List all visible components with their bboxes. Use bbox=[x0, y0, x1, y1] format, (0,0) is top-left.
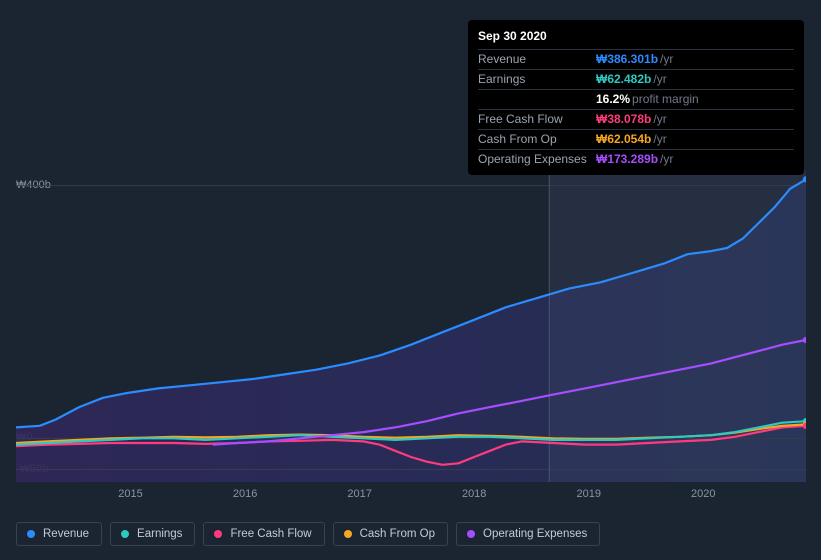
tooltip-row-label: Operating Expenses bbox=[478, 151, 596, 168]
tooltip-row-label: Earnings bbox=[478, 71, 596, 88]
legend-item-cash-from-op[interactable]: Cash From Op bbox=[333, 522, 448, 546]
tooltip-row-suffix: /yr bbox=[660, 151, 673, 168]
tooltip-row: Earnings₩62.482b /yr bbox=[478, 69, 794, 89]
x-axis-label: 2018 bbox=[462, 488, 486, 500]
tooltip-row-suffix: /yr bbox=[653, 71, 666, 88]
tooltip-row-label: Revenue bbox=[478, 51, 596, 68]
legend-item-operating-expenses[interactable]: Operating Expenses bbox=[456, 522, 600, 546]
legend-swatch bbox=[344, 530, 352, 538]
legend-item-free-cash-flow[interactable]: Free Cash Flow bbox=[203, 522, 324, 546]
legend-swatch bbox=[214, 530, 222, 538]
tooltip-row-suffix: profit margin bbox=[632, 91, 699, 108]
financial-chart[interactable]: ₩400b₩0-₩50b 201520162017201820192020 bbox=[16, 152, 806, 482]
legend-swatch bbox=[121, 530, 129, 538]
legend-label: Free Cash Flow bbox=[230, 528, 311, 540]
tooltip-row: Operating Expenses₩173.289b /yr bbox=[478, 149, 794, 169]
legend-label: Cash From Op bbox=[360, 528, 435, 540]
tooltip-row-value: ₩62.482b bbox=[596, 71, 651, 88]
data-tooltip: Sep 30 2020 Revenue₩386.301b /yrEarnings… bbox=[468, 20, 804, 175]
chart-legend: Revenue Earnings Free Cash Flow Cash From O… bbox=[16, 522, 600, 546]
legend-item-earnings[interactable]: Earnings bbox=[110, 522, 195, 546]
legend-swatch bbox=[27, 530, 35, 538]
legend-label: Revenue bbox=[43, 528, 89, 540]
x-axis-label: 2015 bbox=[118, 488, 142, 500]
tooltip-row-suffix: /yr bbox=[660, 51, 673, 68]
x-axis-label: 2016 bbox=[233, 488, 257, 500]
tooltip-row-suffix: /yr bbox=[653, 131, 666, 148]
tooltip-row-value: 16.2% bbox=[596, 91, 630, 108]
tooltip-row-value: ₩62.054b bbox=[596, 131, 651, 148]
chart-plot-area[interactable] bbox=[16, 170, 806, 482]
tooltip-row-suffix: /yr bbox=[653, 111, 666, 128]
x-axis-label: 2019 bbox=[577, 488, 601, 500]
tooltip-row: 16.2% profit margin bbox=[478, 89, 794, 109]
legend-label: Operating Expenses bbox=[483, 528, 587, 540]
legend-item-revenue[interactable]: Revenue bbox=[16, 522, 102, 546]
tooltip-row-label bbox=[478, 91, 596, 108]
x-axis-label: 2020 bbox=[691, 488, 715, 500]
tooltip-row-label: Cash From Op bbox=[478, 131, 596, 148]
tooltip-row: Cash From Op₩62.054b /yr bbox=[478, 129, 794, 149]
tooltip-row-label: Free Cash Flow bbox=[478, 111, 596, 128]
tooltip-row: Free Cash Flow₩38.078b /yr bbox=[478, 109, 794, 129]
tooltip-row-value: ₩38.078b bbox=[596, 111, 651, 128]
legend-label: Earnings bbox=[137, 528, 182, 540]
tooltip-date: Sep 30 2020 bbox=[478, 28, 794, 45]
x-axis-label: 2017 bbox=[347, 488, 371, 500]
tooltip-row: Revenue₩386.301b /yr bbox=[478, 49, 794, 69]
tooltip-row-value: ₩173.289b bbox=[596, 151, 658, 168]
legend-swatch bbox=[467, 530, 475, 538]
tooltip-row-value: ₩386.301b bbox=[596, 51, 658, 68]
